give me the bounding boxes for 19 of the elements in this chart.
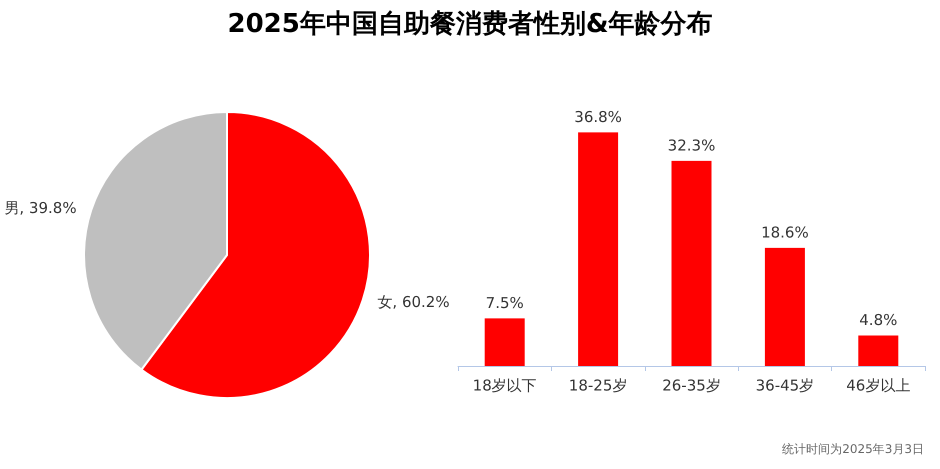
x-tick-label: 36-45岁: [756, 376, 814, 394]
data-label: 32.3%: [668, 136, 716, 154]
data-label: 36.8%: [574, 108, 622, 126]
x-tick-label: 18岁以下: [472, 376, 537, 394]
bar: [764, 248, 805, 366]
data-label: 4.8%: [859, 311, 898, 330]
text: 统计时间为2025年3月3日: [782, 442, 924, 456]
x-tick-label: 18-25岁: [568, 376, 628, 394]
data-label: 18.6%: [761, 223, 809, 242]
bar: [578, 132, 618, 366]
bar: [858, 336, 898, 366]
x-tick-label: 26-35岁: [662, 376, 721, 394]
data-label: 7.5%: [486, 294, 524, 312]
slice-label: 女, 60.2%: [377, 292, 450, 311]
x-tick-label: 46岁以上: [846, 376, 910, 394]
bar: [484, 318, 525, 366]
slice-label: 男, 39.8%: [4, 199, 77, 218]
bar: [672, 160, 712, 366]
chart-title: 2025年中国自助餐消费者性别&年龄分布: [227, 9, 713, 39]
